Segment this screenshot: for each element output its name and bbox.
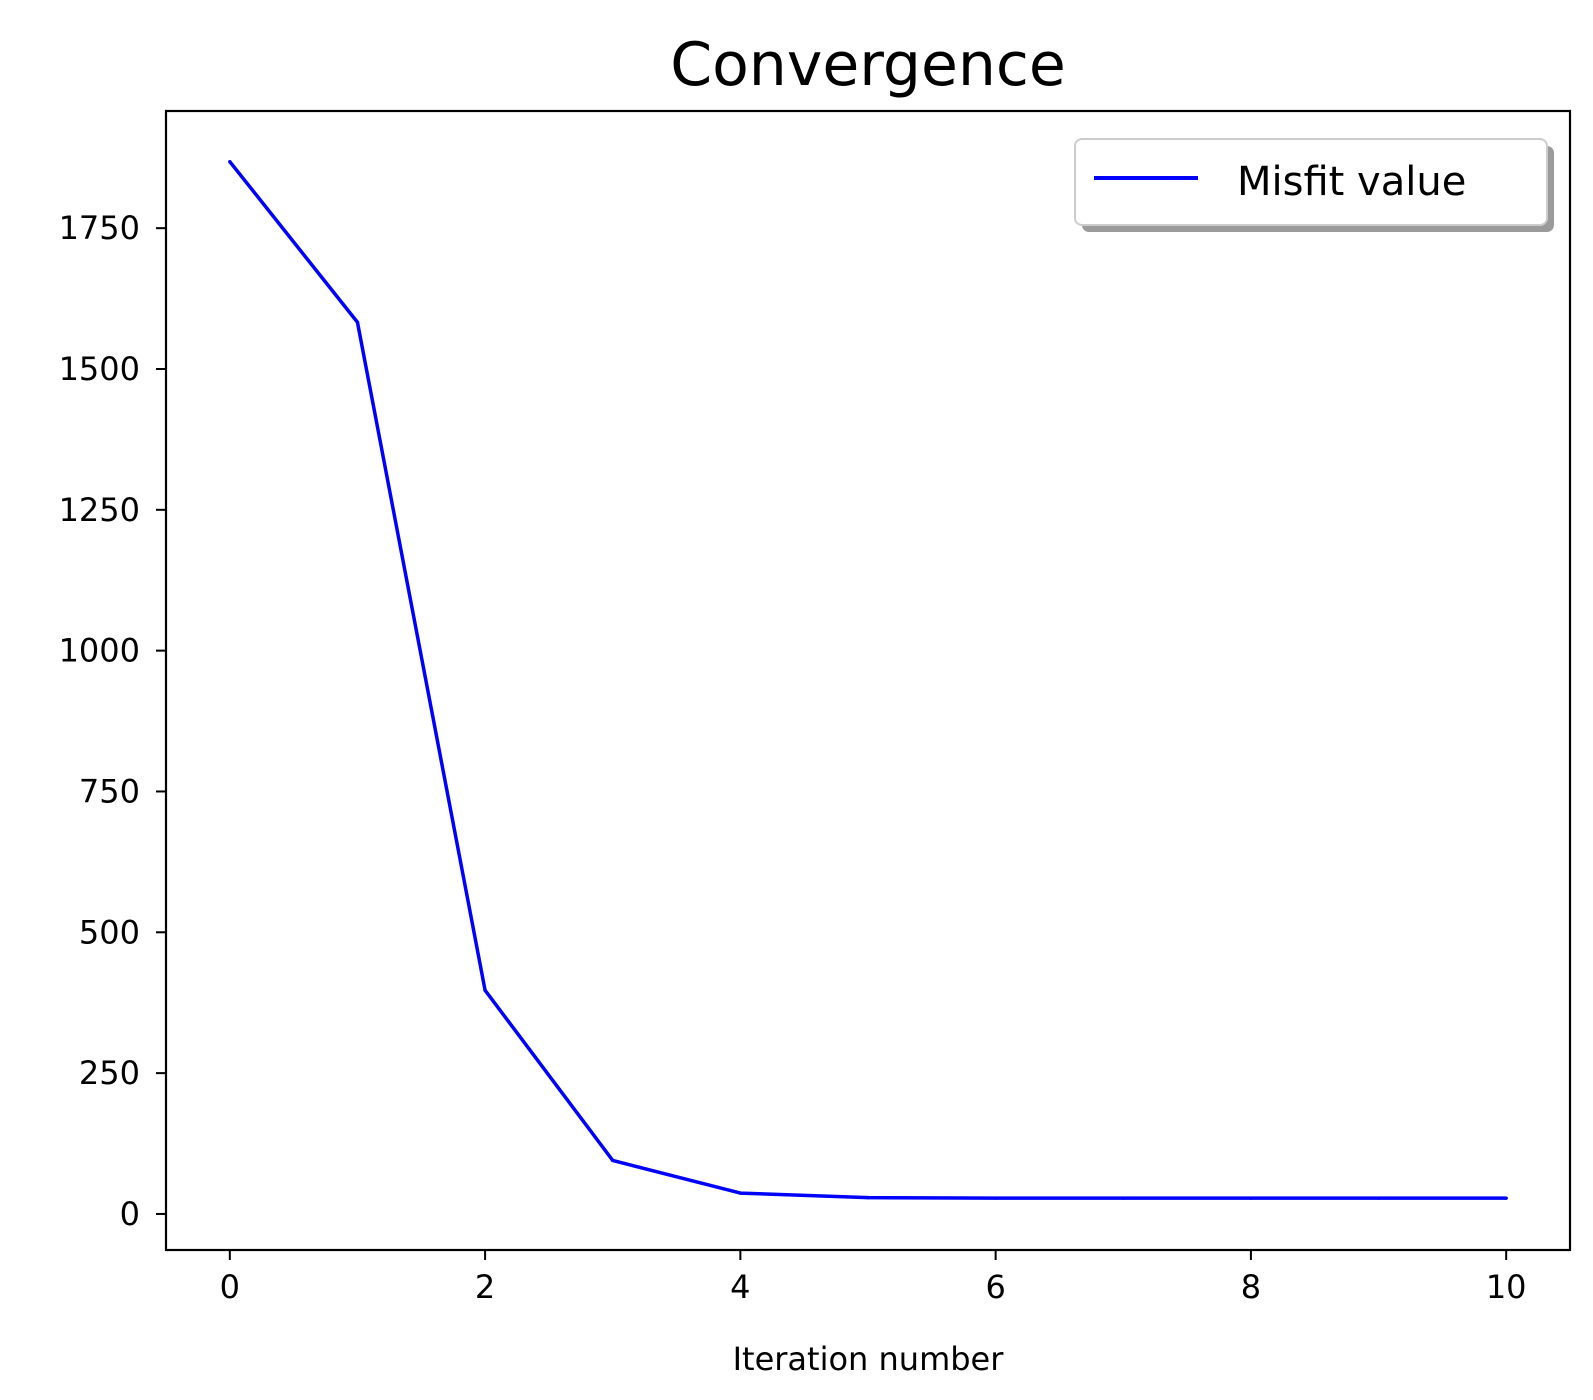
y-tick-label: 0: [120, 1195, 140, 1233]
x-axis: 0 2 4 6 8 10: [220, 1250, 1527, 1306]
data-point: [611, 1158, 615, 1163]
x-tick-label: 6: [985, 1268, 1005, 1306]
data-point: [1249, 1196, 1253, 1200]
y-tick-label: 500: [79, 913, 140, 951]
y-tick-label: 1750: [59, 209, 140, 247]
data-point: [993, 1196, 998, 1200]
data-point: [1376, 1196, 1381, 1200]
y-tick-label: 1250: [59, 491, 140, 529]
y-tick-label: 1500: [59, 350, 140, 388]
x-tick-label: 10: [1486, 1268, 1527, 1306]
x-axis-title: Iteration number: [733, 1340, 1005, 1378]
data-point: [866, 1195, 870, 1200]
y-tick-label: 250: [79, 1054, 140, 1092]
data-point: [228, 159, 232, 164]
chart-title: Convergence: [670, 30, 1066, 100]
x-tick-label: 4: [730, 1268, 750, 1306]
x-tick-label: 2: [475, 1268, 495, 1306]
legend-box: [1074, 138, 1548, 226]
data-point: [1504, 1196, 1508, 1200]
data-point: [355, 320, 360, 324]
plot-frame: [164, 109, 1572, 1252]
y-axis: 0 250 500 750 1000 1250 1500 1750: [59, 209, 166, 1233]
legend: Misfit value: [1074, 138, 1554, 232]
x-tick-label: 0: [220, 1268, 240, 1306]
data-point: [1121, 1196, 1125, 1200]
y-tick-label: 1000: [59, 632, 140, 670]
data-point: [483, 988, 487, 993]
x-tick-label: 8: [1241, 1268, 1261, 1306]
plot-area: [228, 159, 1508, 1200]
data-point: [738, 1191, 743, 1195]
y-tick-label: 750: [79, 772, 140, 810]
legend-label-misfit-value: Misfit value: [1237, 159, 1466, 205]
